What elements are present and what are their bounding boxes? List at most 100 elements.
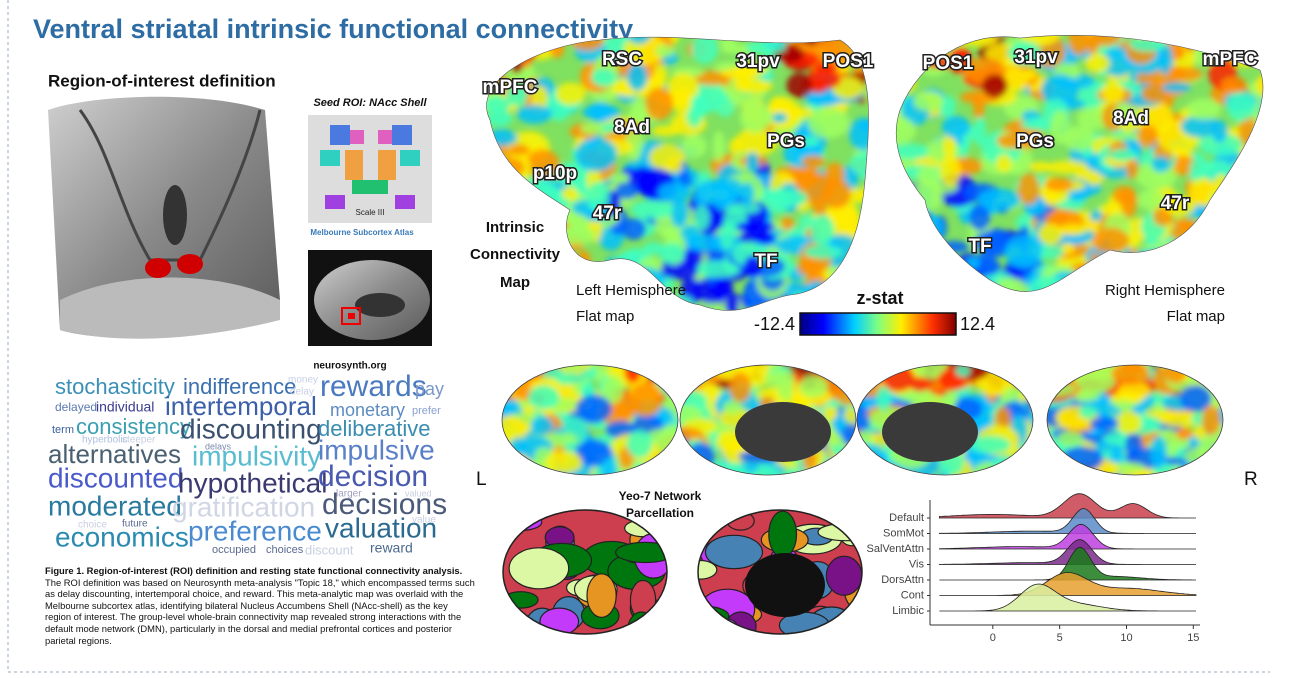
blob [513, 365, 537, 377]
map-label: Intrinsic [486, 219, 544, 236]
region-label: 8Ad [1113, 108, 1149, 129]
blob [689, 365, 706, 382]
y-tick-label: Vis [909, 558, 925, 570]
blob [1047, 464, 1075, 475]
word: rewards [320, 370, 427, 403]
blob [918, 248, 938, 274]
blob [502, 448, 523, 475]
blob [725, 292, 739, 311]
medial-wall [735, 402, 831, 462]
blob [993, 302, 1036, 324]
blob [1050, 110, 1071, 144]
word: delay [290, 387, 314, 398]
cortex-views [501, 364, 1224, 476]
blob [575, 439, 613, 467]
blob [1171, 43, 1186, 60]
blob [502, 454, 527, 475]
word: money [288, 375, 318, 386]
region-label: 47r [593, 203, 622, 224]
blob [1160, 246, 1181, 269]
hemi-letter: L [476, 469, 487, 490]
blob [1026, 464, 1033, 475]
blob [486, 191, 505, 213]
blob [1007, 41, 1042, 65]
word: larger [336, 489, 362, 500]
blob [1158, 411, 1203, 428]
medial-wall [882, 402, 978, 462]
ridge-plot: 0 5 10 15 Default SomMot SalVentAttn Vis DorsAtt… [867, 493, 1200, 644]
blob [943, 132, 956, 160]
mri-sagittal [308, 250, 432, 346]
blob [1254, 35, 1264, 49]
blob [1052, 465, 1091, 475]
blob [1161, 82, 1192, 93]
parcel [624, 519, 665, 538]
blob [510, 365, 526, 381]
blob [983, 35, 1020, 36]
blob [1238, 35, 1264, 45]
blob [1041, 74, 1079, 107]
blob [798, 375, 828, 398]
blob [1259, 246, 1264, 272]
blob [626, 429, 653, 458]
y-tick-label: Cont [901, 589, 924, 601]
blob [1253, 35, 1264, 49]
blob [486, 199, 489, 221]
word: future [122, 519, 148, 530]
word: intertemporal [165, 391, 317, 421]
blob [1015, 455, 1033, 475]
blob [786, 283, 824, 311]
blob [1216, 244, 1246, 275]
ridge [939, 546, 1196, 581]
blob [1132, 248, 1166, 271]
blob [680, 365, 703, 373]
blob [933, 269, 946, 280]
blob [769, 365, 783, 370]
colorbar [799, 312, 957, 336]
blob [922, 214, 945, 244]
blob [896, 241, 914, 252]
map-label: Map [500, 274, 530, 291]
blob [486, 129, 517, 147]
blob [992, 293, 1005, 307]
blob [545, 450, 583, 474]
blob [1184, 445, 1223, 467]
blob [1201, 260, 1225, 285]
blob [972, 460, 1008, 475]
word: discounted [48, 462, 183, 493]
blob [994, 406, 1012, 431]
blob [486, 96, 511, 114]
blob [714, 272, 728, 303]
blob [810, 198, 827, 212]
blob [1244, 156, 1264, 168]
seed-label: Seed ROI: NAcc Shell [313, 97, 427, 109]
blob [621, 120, 640, 134]
blob [486, 110, 513, 127]
blob [669, 158, 683, 173]
blob [831, 365, 855, 384]
blob [1255, 277, 1264, 292]
blob [502, 461, 536, 475]
blob [912, 365, 947, 379]
word: prefer [412, 405, 441, 417]
x-tick-label: 10 [1120, 632, 1132, 644]
parcel [704, 534, 764, 570]
blob [527, 385, 560, 410]
blob [1227, 250, 1252, 266]
blob [896, 262, 919, 273]
blob [1222, 256, 1240, 275]
region-label: 31pv [1014, 47, 1058, 68]
blob [659, 371, 678, 385]
blob [1150, 435, 1168, 469]
blob [1112, 105, 1139, 123]
blob [555, 82, 586, 106]
region-label: PGs [1016, 131, 1054, 152]
blob [901, 245, 931, 258]
blob [882, 365, 915, 392]
blob [601, 375, 624, 404]
blob [486, 298, 490, 311]
word: reward [370, 540, 413, 556]
blob [896, 112, 899, 125]
cortex-outline [679, 364, 857, 476]
